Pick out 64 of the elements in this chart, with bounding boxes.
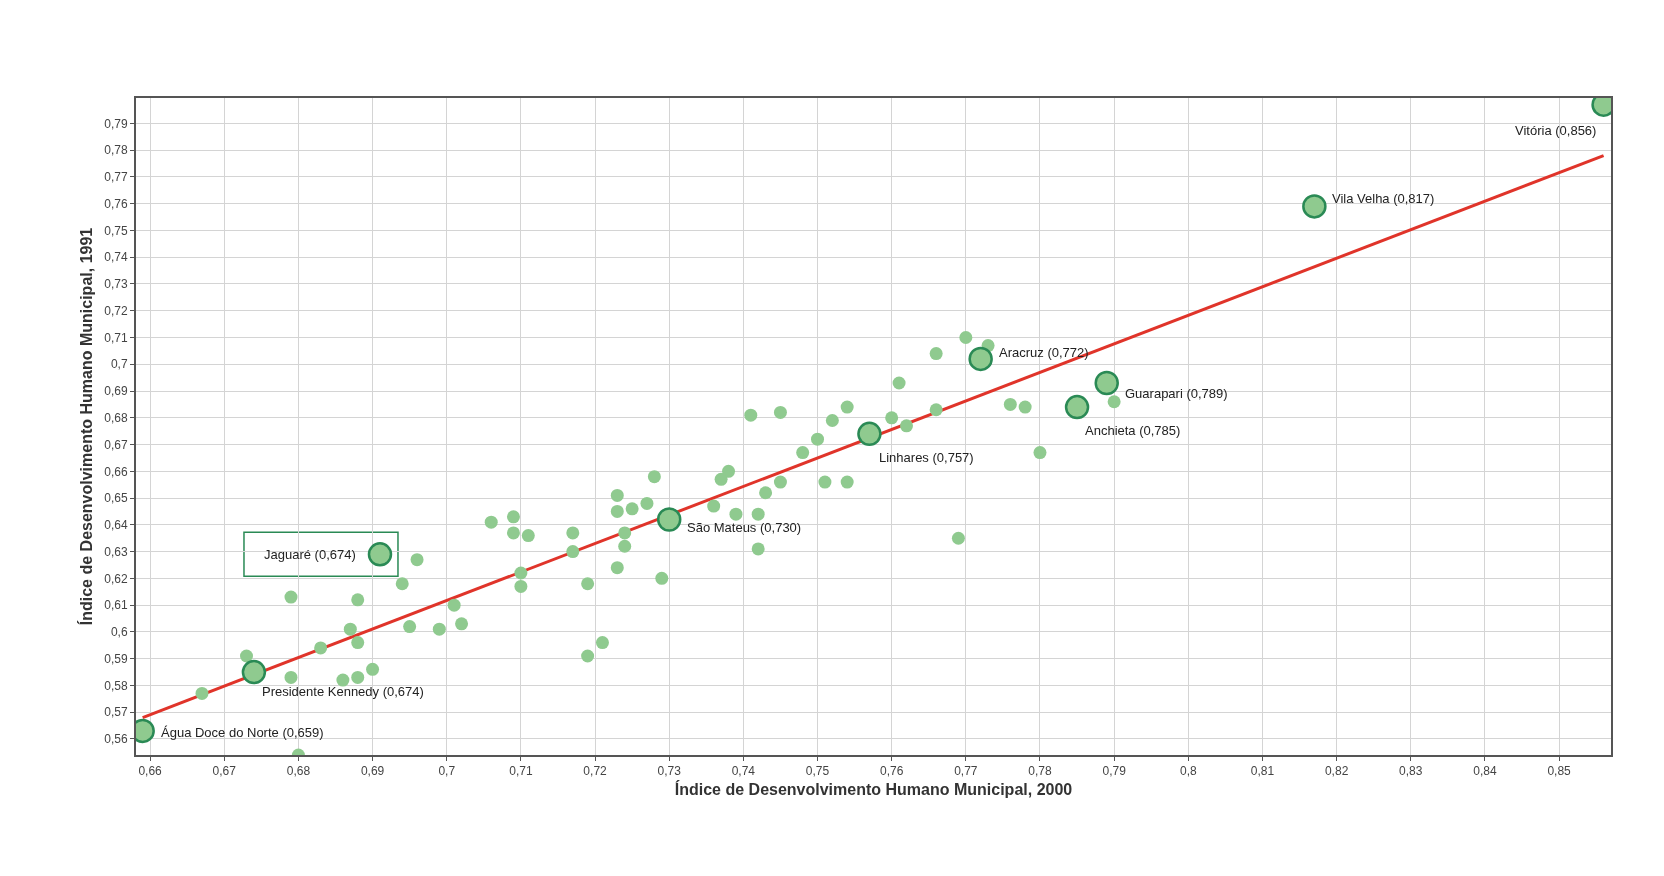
point	[857, 421, 882, 447]
x-tick-label: 0,81	[1250, 764, 1275, 779]
y-tick-label: 0,65	[104, 491, 128, 506]
y-tick-label: 0,7	[110, 357, 128, 372]
x-tick-label: 0,72	[583, 764, 608, 779]
x-tick-label: 0,82	[1324, 764, 1349, 779]
point	[241, 659, 267, 685]
x-tick-label: 0,71	[509, 764, 533, 779]
x-tick-label: 0,83	[1399, 764, 1423, 779]
x-axis-title: Índice de Desenvolvimento Humano Municipal, 2000	[674, 779, 1073, 798]
annotation: Jaguaré (0,674)	[264, 547, 356, 562]
x-tick-label: 0,74	[731, 764, 756, 779]
y-tick-label: 0,56	[104, 732, 128, 747]
x-tick-label: 0,67	[212, 764, 237, 779]
y-tick-label: 0,74	[104, 250, 128, 265]
annotation: Aracruz (0,772)	[999, 345, 1089, 360]
y-tick-label: 0,75	[104, 223, 128, 238]
annotation: Linhares (0,757)	[879, 450, 974, 465]
x-tick-label: 0,76	[879, 764, 904, 779]
point	[968, 346, 993, 372]
y-tick-label: 0,68	[104, 411, 128, 425]
x-tick-label: 0,85	[1547, 764, 1572, 779]
annotation: Guarapari (0,789)	[1125, 386, 1228, 401]
y-tick-label: 0,6	[110, 625, 128, 640]
y-tick-label: 0,78	[104, 143, 128, 158]
point	[1064, 394, 1090, 420]
y-tick-label: 0,71	[104, 330, 128, 345]
x-tick-label: 0,79	[1102, 764, 1127, 779]
x-tick-label: 0,77	[954, 764, 978, 779]
x-tick-label: 0,8	[1179, 764, 1197, 779]
y-tick-label: 0,59	[104, 651, 128, 666]
y-tick-label: 0,77	[104, 170, 128, 185]
y-tick-label: 0,58	[104, 678, 128, 693]
y-tick-label: 0,64	[104, 518, 128, 533]
annotation: Vila Velha (0,817)	[1332, 191, 1435, 206]
x-tick-label: 0,78	[1028, 764, 1052, 779]
annotation: Água Doce do Norte (0,659)	[161, 725, 324, 740]
annotation: São Mateus (0,730)	[687, 520, 802, 535]
x-tick-label: 0,69	[360, 764, 385, 779]
point	[1302, 194, 1327, 219]
x-tick-label: 0,68	[286, 764, 311, 779]
y-tick-label: 0,62	[104, 571, 128, 586]
annotation: Presidente Kennedy (0,674)	[262, 684, 424, 699]
y-tick-label: 0,66	[104, 464, 128, 479]
x-tick-label: 0,66	[138, 764, 163, 779]
x-tick-label: 0,73	[657, 764, 682, 779]
y-tick-label: 0,72	[104, 303, 128, 318]
y-tick-label: 0,63	[104, 544, 128, 559]
x-tick-label: 0,7	[438, 764, 456, 779]
annotation: Anchieta (0,785)	[1085, 423, 1181, 438]
point	[656, 507, 682, 532]
point	[367, 542, 393, 567]
y-tick-label: 0,79	[104, 116, 128, 131]
y-tick-label: 0,61	[104, 598, 128, 613]
point	[1094, 370, 1119, 396]
y-tick-label: 0,67	[104, 437, 128, 452]
y-axis-title: Índice de Desenvolvimento Humano Municipal, 1991	[76, 227, 95, 626]
y-tick-label: 0,73	[104, 277, 128, 292]
annotation: Vitória (0,856)	[1515, 123, 1597, 138]
x-tick-label: 0,84	[1473, 764, 1497, 779]
y-tick-label: 0,76	[104, 196, 128, 211]
y-tick-label: 0,69	[104, 384, 128, 399]
y-tick-label: 0,57	[104, 705, 128, 720]
x-tick-label: 0,75	[805, 764, 830, 779]
